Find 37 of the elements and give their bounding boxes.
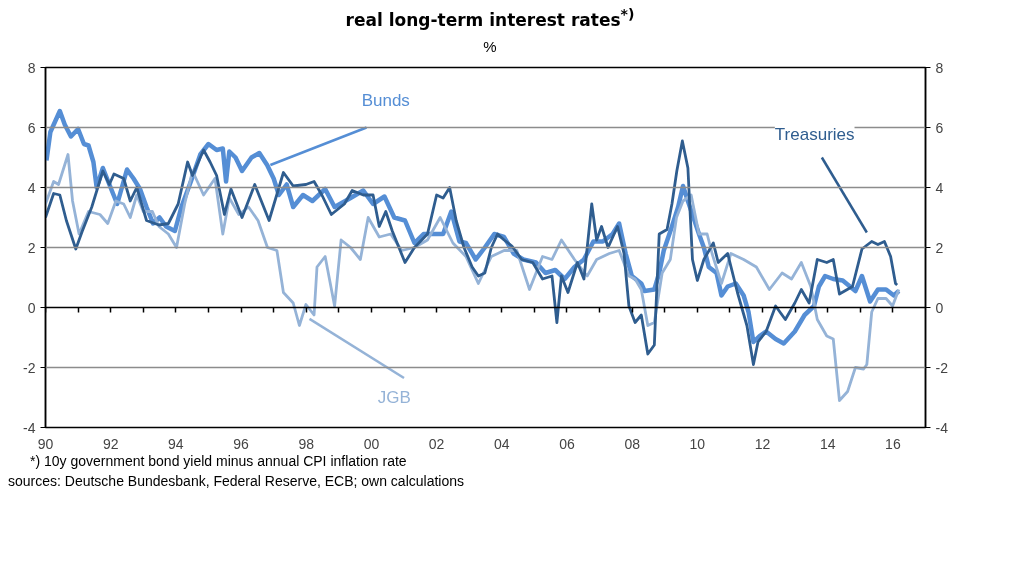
x-tick-label: 92 [102, 435, 119, 452]
text: JGB [377, 388, 411, 408]
chart-subtitle: % [483, 36, 497, 57]
y2-tick-label: 2 [935, 239, 944, 256]
x-tick-label: 04 [494, 435, 510, 452]
x-tick-label: 06 [559, 435, 575, 452]
x-tick-label: 08 [624, 435, 641, 452]
y2-tick-label: -4 [935, 419, 949, 436]
x-tick-label: 96 [233, 435, 250, 452]
x-tick-label: 12 [754, 435, 771, 452]
text: *) 10y government bond yield minus annual CPI inflation rate [30, 452, 407, 472]
y-tick-label: 0 [27, 299, 36, 316]
y-tick-label: 6 [27, 119, 36, 136]
x-tick-label: 10 [689, 435, 706, 452]
y-tick-label: 8 [27, 59, 36, 76]
y2-tick-label: -2 [935, 359, 949, 376]
y-tick-label: 4 [27, 179, 36, 196]
x-tick-label: 00 [363, 435, 380, 452]
x-tick-label: 94 [168, 435, 184, 452]
text: Bunds [361, 91, 410, 111]
y2-tick-label: 8 [935, 59, 944, 76]
source-note: sources: Deutsche Bundesbank, Federal Reserve, ECB; own calculations [8, 472, 465, 492]
line-series [45, 153, 901, 403]
x-tick-label: 14 [819, 435, 836, 452]
text: Treasuries [774, 124, 855, 144]
x-tick-label: 98 [298, 435, 315, 452]
x-tick-label: 16 [885, 435, 901, 452]
y-tick-label: 2 [27, 239, 36, 256]
y-tick-label: -2 [23, 359, 36, 376]
line-series [45, 139, 899, 367]
y-tick-label: -4 [23, 419, 36, 436]
y2-tick-label: 6 [935, 119, 944, 136]
y2-tick-label: 4 [935, 179, 944, 196]
chart-title: real long-term interest rates$^{*)}$ [345, 5, 635, 32]
y2-tick-label: 0 [935, 299, 944, 316]
x-tick-label: 02 [428, 435, 445, 452]
x-tick-label: 90 [37, 435, 54, 452]
